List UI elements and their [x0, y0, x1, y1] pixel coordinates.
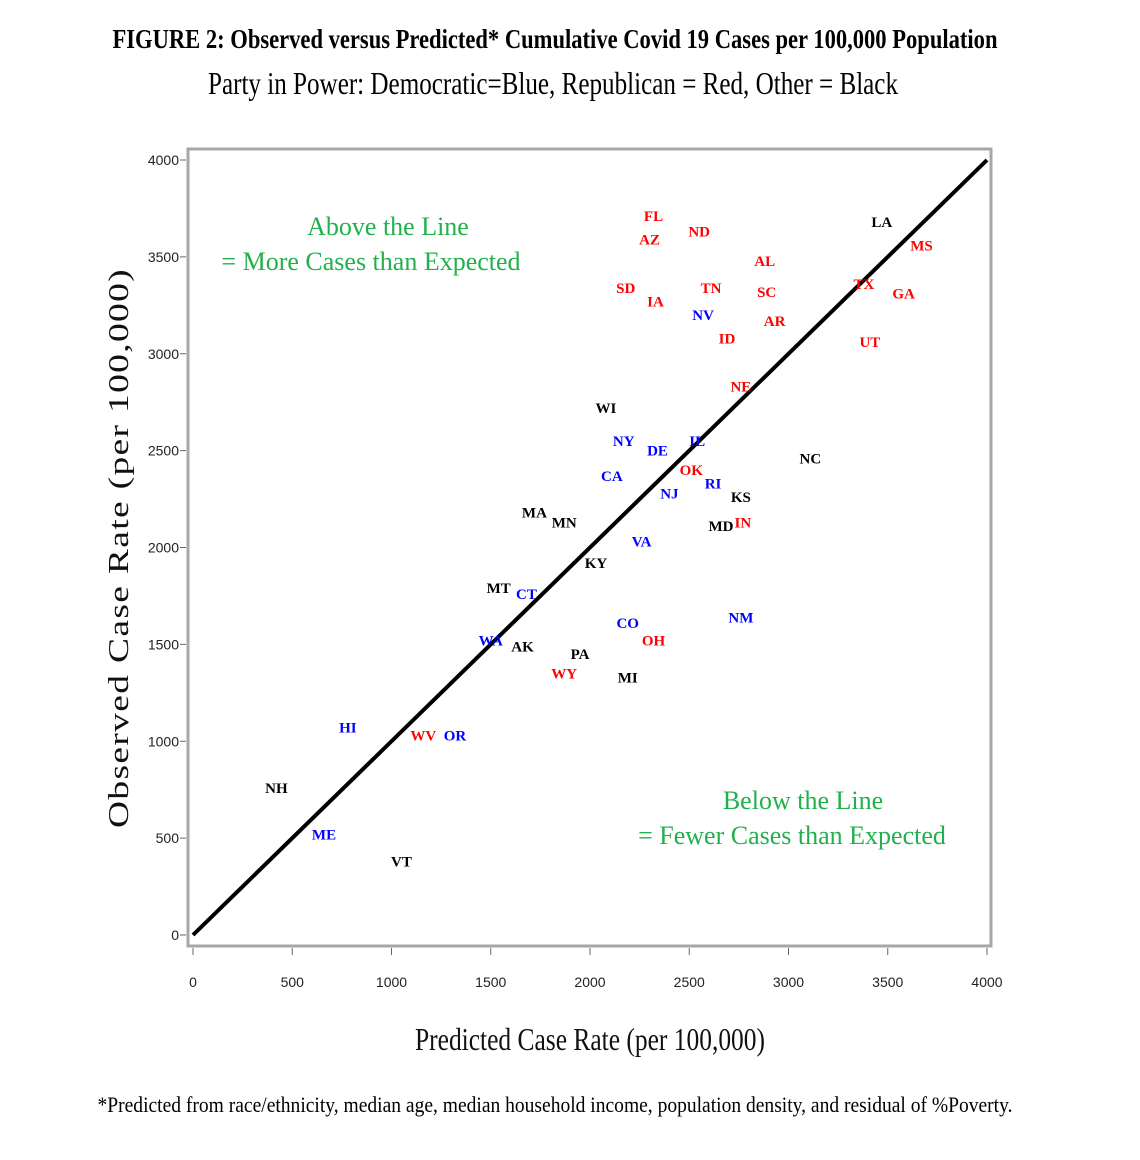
y-tick-label: 2000 — [148, 540, 179, 556]
point-label-al: AL — [754, 254, 775, 270]
point-label-id: ID — [719, 331, 736, 347]
point-label-mi: MI — [618, 670, 638, 686]
y-tick-label: 0 — [171, 927, 179, 943]
chart-title: FIGURE 2: Observed versus Predicted* Cum… — [113, 24, 998, 54]
annotation-below-line-2: = Fewer Cases than Expected — [638, 821, 946, 850]
point-label-ri: RI — [705, 477, 722, 493]
point-label-il: IL — [689, 434, 705, 450]
y-tick-label: 3000 — [148, 346, 179, 362]
x-tick-label: 1000 — [376, 974, 407, 990]
plot-frame — [186, 147, 993, 948]
point-label-ga: GA — [892, 287, 915, 303]
x-tick-label: 3000 — [773, 974, 804, 990]
point-label-wa: WA — [479, 634, 503, 650]
point-label-pa: PA — [571, 647, 590, 663]
x-tick-label: 2000 — [574, 974, 605, 990]
point-label-mn: MN — [552, 515, 577, 531]
y-tick-label: 1000 — [148, 733, 179, 749]
point-label-ca: CA — [601, 469, 623, 485]
point-label-ak: AK — [511, 639, 534, 655]
point-label-az: AZ — [639, 232, 660, 248]
y-tick-label: 1500 — [148, 636, 179, 652]
point-label-tx: TX — [854, 277, 875, 293]
reference-line — [191, 158, 989, 937]
x-tick-label: 0 — [189, 974, 197, 990]
y-tick-label: 3500 — [148, 249, 179, 265]
point-label-or: OR — [444, 728, 467, 744]
y-axis: 0 500 1000 1500 2000 2500 3000 3500 4000 — [148, 152, 186, 943]
chart-subtitle: Party in Power: Democratic=Blue, Republi… — [208, 65, 898, 101]
point-label-sc: SC — [757, 285, 776, 301]
point-label-tn: TN — [701, 281, 722, 297]
points-layer: FL AZ ND AL SD IA TN SC NV AR ID NE LA MS TX GA UT WI NY DE… — [265, 209, 933, 870]
point-label-ok: OK — [680, 463, 704, 479]
point-label-fl: FL — [644, 209, 663, 225]
point-label-wy: WY — [551, 666, 577, 682]
point-label-oh: OH — [642, 634, 666, 650]
point-label-ms: MS — [910, 238, 933, 254]
x-axis: 0 500 1000 1500 2000 2500 3000 3500 4000 — [189, 948, 1003, 990]
point-label-ut: UT — [859, 335, 880, 351]
point-label-wi: WI — [595, 401, 616, 417]
point-label-nj: NJ — [660, 486, 679, 502]
point-label-ct: CT — [516, 587, 537, 603]
y-axis-label: Observed Case Rate (per 100,000) — [104, 268, 135, 828]
point-label-de: DE — [647, 444, 668, 460]
point-label-nc: NC — [799, 451, 821, 467]
point-label-ny: NY — [613, 434, 635, 450]
point-label-ia: IA — [647, 294, 664, 310]
annotation-below-line-1: Below the Line — [723, 786, 883, 815]
point-label-va: VA — [632, 535, 652, 551]
point-label-co: CO — [616, 616, 639, 632]
point-label-me: ME — [312, 827, 336, 843]
point-label-vt: VT — [391, 854, 412, 870]
x-tick-label: 3500 — [872, 974, 903, 990]
point-label-ks: KS — [731, 490, 751, 506]
point-label-ky: KY — [585, 556, 608, 572]
y-tick-label: 4000 — [148, 152, 179, 168]
point-label-nd: ND — [688, 225, 710, 241]
point-label-nh: NH — [265, 781, 288, 797]
annotation-above-line-2: = More Cases than Expected — [221, 247, 520, 276]
y-tick-label: 2500 — [148, 443, 179, 459]
point-label-md: MD — [709, 519, 734, 535]
point-label-mt: MT — [487, 581, 511, 597]
point-label-ma: MA — [522, 506, 547, 522]
point-label-hi: HI — [339, 721, 357, 737]
point-label-la: LA — [871, 215, 892, 231]
x-axis-label: Predicted Case Rate (per 100,000) — [415, 1021, 765, 1057]
y-tick-label: 500 — [156, 830, 180, 846]
x-tick-label: 500 — [281, 974, 305, 990]
point-label-nm: NM — [728, 610, 753, 626]
x-tick-label: 2500 — [674, 974, 705, 990]
point-label-nv: NV — [692, 308, 714, 324]
footnote: *Predicted from race/ethnicity, median a… — [98, 1092, 1013, 1117]
point-label-ar: AR — [764, 314, 786, 330]
annotation-above-line-1: Above the Line — [307, 212, 469, 241]
x-tick-label: 4000 — [971, 974, 1002, 990]
point-label-in: IN — [735, 515, 752, 531]
x-tick-label: 1500 — [475, 974, 506, 990]
point-label-sd: SD — [616, 281, 635, 297]
point-label-ne: NE — [730, 380, 751, 396]
point-label-wv: WV — [410, 728, 436, 744]
